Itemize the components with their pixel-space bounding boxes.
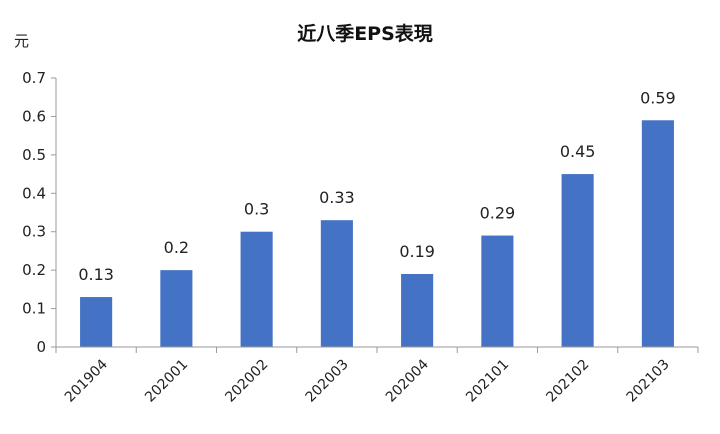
bar	[240, 231, 273, 347]
x-tick-label: 202004	[383, 356, 432, 405]
x-tick-label: 202103	[624, 357, 673, 406]
data-label: 0.45	[560, 142, 596, 161]
y-unit-label: 元	[14, 32, 29, 50]
x-tick-label: 202102	[543, 357, 592, 406]
x-tick-label: 202003	[303, 357, 352, 406]
data-label: 0.2	[164, 238, 189, 257]
chart-title: 近八季EPS表現	[297, 22, 433, 45]
bars	[80, 120, 674, 348]
x-axis: 201904 202001 202002 202003 202004 202101 2021…	[55, 346, 699, 406]
data-label: 0.3	[244, 200, 269, 219]
x-tick-label: 202001	[142, 357, 191, 406]
data-label: 0.33	[319, 188, 355, 207]
y-tick-label: 0.3	[22, 223, 46, 241]
data-label: 0.13	[78, 265, 114, 284]
bar	[641, 120, 674, 348]
data-labels: 0.13 0.2 0.3 0.33 0.19 0.29 0.45 0.59	[78, 88, 675, 284]
bar	[561, 174, 594, 347]
x-tick-label: 202002	[222, 357, 271, 406]
y-axis: 0 0.1 0.2 0.3 0.4 0.5 0.6 0.7	[22, 69, 57, 356]
y-tick-label: 0	[36, 338, 46, 356]
y-tick-label: 0.4	[22, 184, 46, 202]
bar	[401, 273, 434, 347]
bar	[320, 220, 353, 347]
data-label: 0.29	[480, 204, 516, 223]
bar	[481, 235, 514, 347]
y-tick-label: 0.1	[22, 300, 46, 318]
y-tick-label: 0.6	[22, 107, 46, 125]
bar	[160, 270, 193, 347]
data-label: 0.59	[640, 88, 676, 107]
x-tick-label: 202101	[463, 357, 512, 406]
y-tick-label: 0.7	[22, 69, 46, 87]
bar	[80, 297, 113, 347]
y-tick-label: 0.2	[22, 261, 46, 279]
x-tick-label: 201904	[62, 356, 111, 405]
data-label: 0.19	[399, 242, 435, 261]
y-tick-label: 0.5	[22, 146, 46, 164]
